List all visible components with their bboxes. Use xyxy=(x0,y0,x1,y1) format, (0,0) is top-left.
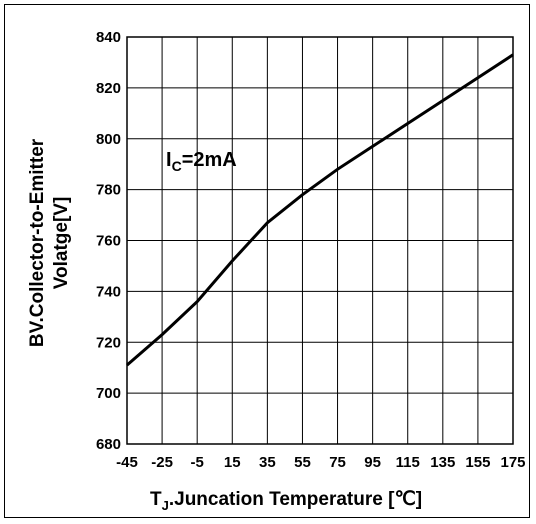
y-tick-label: 740 xyxy=(96,283,121,300)
y-tick-label: 680 xyxy=(96,436,121,453)
x-tick-label: 75 xyxy=(329,454,346,471)
x-tick-label: 95 xyxy=(364,454,381,471)
plot-border xyxy=(126,36,514,445)
y-axis-label: BV.Collector-to-Emitter Volatge[V] xyxy=(27,138,72,347)
x-tick-label: -25 xyxy=(151,454,173,471)
y-tick-label: 840 xyxy=(96,29,121,46)
y-tick-label: 820 xyxy=(96,80,121,97)
x-tick-label: 135 xyxy=(430,454,455,471)
y-tick-label: 780 xyxy=(96,182,121,199)
y-tick-label: 700 xyxy=(96,385,121,402)
y-tick-labels: 680 700 720 740 760 780 800 820 840 xyxy=(96,29,121,453)
x-tick-label: 155 xyxy=(465,454,490,471)
y-tick-label: 720 xyxy=(96,334,121,351)
annotation: IC=2mA xyxy=(166,149,237,174)
x-tick-label: 55 xyxy=(294,454,311,471)
x-tick-labels: -45 -25 -5 15 35 55 75 95 115 135 155 175 xyxy=(116,454,525,471)
x-tick-label: 115 xyxy=(396,454,420,471)
y-axis-label-line-1: BV.Collector-to-Emitter xyxy=(27,138,48,347)
x-tick-label: -5 xyxy=(191,454,204,471)
x-tick-label: 35 xyxy=(259,454,276,471)
x-tick-label: 15 xyxy=(224,454,241,471)
y-tick-label: 760 xyxy=(96,233,121,250)
grid xyxy=(126,36,514,445)
x-tick-label: -45 xyxy=(116,454,138,471)
x-tick-label: 175 xyxy=(500,454,525,471)
x-axis-label: TJ.Juncation Temperature [℃] xyxy=(150,489,422,513)
y-tick-label: 800 xyxy=(96,131,121,148)
y-axis-label-line-2: Volatge[V] xyxy=(51,197,72,290)
series-line xyxy=(126,53,514,367)
